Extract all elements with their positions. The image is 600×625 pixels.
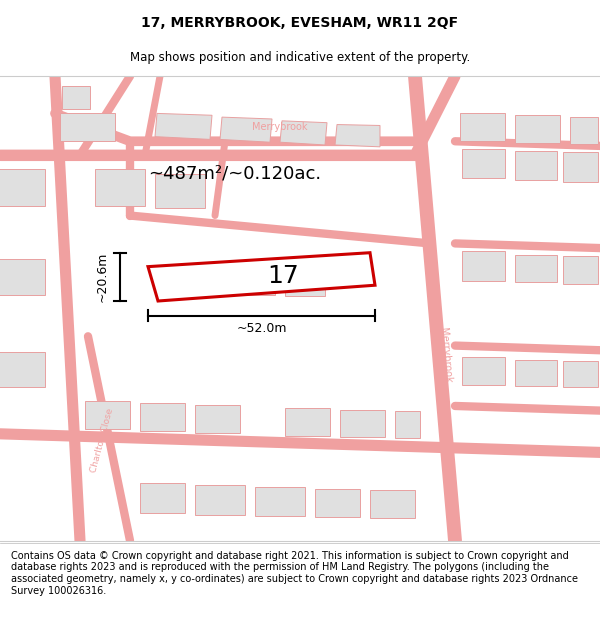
Polygon shape (285, 265, 325, 296)
Polygon shape (95, 169, 145, 206)
Polygon shape (340, 409, 385, 437)
Polygon shape (60, 113, 115, 141)
Polygon shape (515, 254, 557, 282)
Polygon shape (0, 169, 45, 206)
Text: Contains OS data © Crown copyright and database right 2021. This information is : Contains OS data © Crown copyright and d… (11, 551, 578, 596)
Polygon shape (220, 117, 272, 142)
Polygon shape (195, 405, 240, 433)
Polygon shape (335, 124, 380, 147)
Polygon shape (563, 152, 598, 182)
Polygon shape (370, 489, 415, 518)
Text: ~20.6m: ~20.6m (95, 252, 109, 302)
Text: Merrybrook: Merrybrook (437, 327, 452, 383)
Polygon shape (515, 115, 560, 143)
Text: ~52.0m: ~52.0m (236, 322, 287, 336)
Polygon shape (563, 256, 598, 284)
Text: ~487m²/~0.120ac.: ~487m²/~0.120ac. (148, 165, 322, 182)
Polygon shape (85, 401, 130, 429)
Polygon shape (460, 113, 505, 141)
Polygon shape (280, 121, 327, 145)
Polygon shape (195, 485, 245, 514)
Polygon shape (285, 408, 330, 436)
Polygon shape (395, 411, 420, 437)
Polygon shape (570, 117, 598, 144)
Polygon shape (140, 483, 185, 512)
Polygon shape (462, 251, 505, 281)
Polygon shape (62, 86, 90, 109)
Text: Charlton Close: Charlton Close (89, 407, 115, 474)
Polygon shape (155, 174, 205, 208)
Polygon shape (563, 361, 598, 388)
Polygon shape (515, 359, 557, 386)
Polygon shape (462, 149, 505, 178)
Polygon shape (315, 489, 360, 518)
Text: Merrybrook: Merrybrook (252, 122, 308, 132)
Text: Map shows position and indicative extent of the property.: Map shows position and indicative extent… (130, 51, 470, 64)
Polygon shape (148, 253, 375, 301)
Polygon shape (515, 151, 557, 180)
Polygon shape (0, 352, 45, 388)
Text: 17, MERRYBROOK, EVESHAM, WR11 2QF: 17, MERRYBROOK, EVESHAM, WR11 2QF (142, 16, 458, 30)
Polygon shape (255, 487, 305, 516)
Polygon shape (140, 403, 185, 431)
Text: 17: 17 (267, 264, 299, 288)
Polygon shape (462, 357, 505, 384)
Polygon shape (230, 262, 275, 294)
Polygon shape (155, 113, 212, 139)
Polygon shape (0, 259, 45, 294)
